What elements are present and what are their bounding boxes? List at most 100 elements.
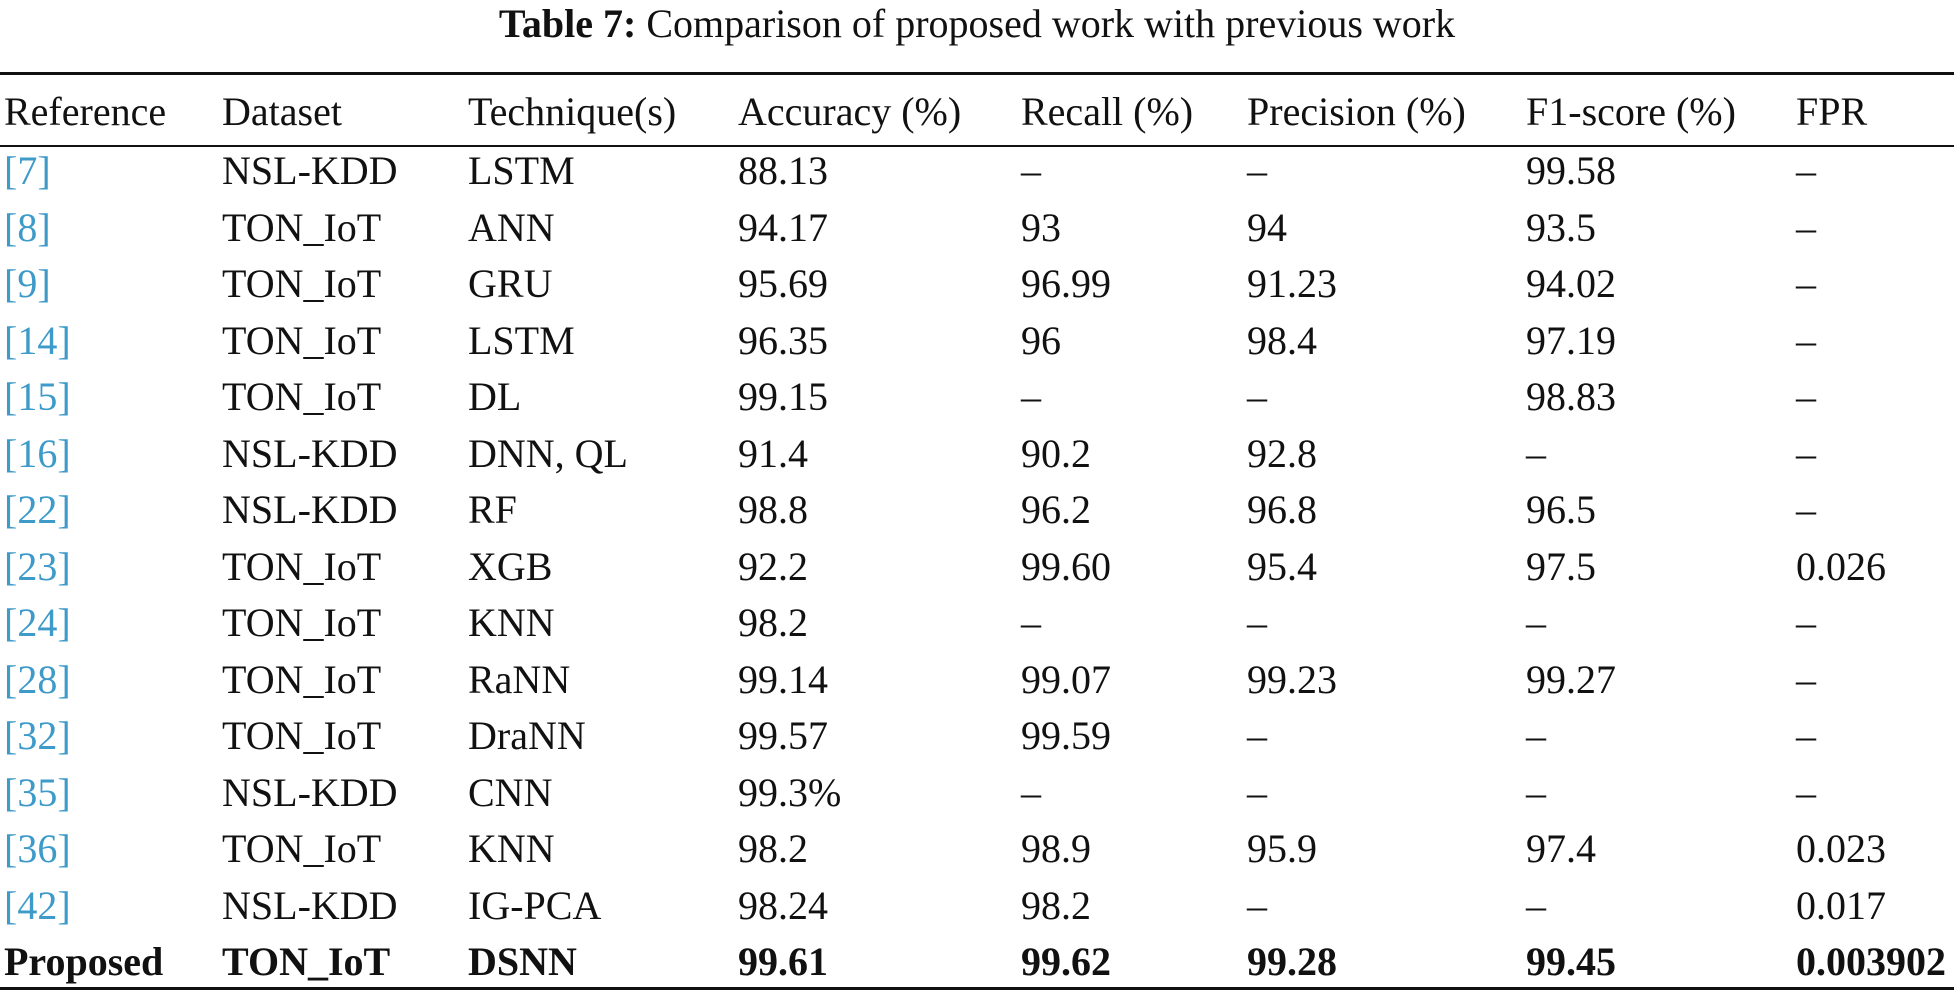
- f1-score-cell: –: [1526, 713, 1546, 758]
- technique-cell: IG-PCA: [468, 882, 602, 928]
- accuracy-cell: 98.2: [738, 600, 808, 645]
- fpr-cell: –: [1796, 713, 1816, 758]
- table-row: [35] NSL-KDD CNN 99.3% – – – –: [0, 765, 1954, 821]
- accuracy-cell: 98.8: [738, 487, 808, 532]
- precision-cell: –: [1247, 374, 1267, 419]
- table-bottom-rule: [0, 987, 1954, 990]
- recall-cell: 99.07: [1021, 656, 1111, 702]
- citation-link[interactable]: 32: [17, 713, 58, 758]
- bracket-open: [: [4, 374, 18, 419]
- table-row: [9] TON_IoT GRU 95.69 96.99 91.23 94.02 –: [0, 256, 1954, 312]
- accuracy-cell: 98.24: [738, 882, 828, 928]
- citation-link[interactable]: 8: [17, 204, 38, 250]
- bracket-open: [: [4, 543, 18, 589]
- recall-cell: 96: [1021, 317, 1061, 363]
- f1-score-cell: 98.83: [1526, 374, 1616, 419]
- reference-cell: [9]: [4, 256, 51, 312]
- recall-cell: 96.99: [1021, 261, 1111, 306]
- table-row: [14] TON_IoT LSTM 96.35 96 98.4 97.19 –: [0, 313, 1954, 369]
- f1-score-cell: –: [1526, 769, 1546, 815]
- recall-cell: –: [1021, 374, 1041, 419]
- dataset-cell: TON_IoT: [222, 317, 382, 363]
- accuracy-cell: 99.57: [738, 713, 828, 758]
- bracket-open: [: [4, 826, 18, 871]
- citation-link[interactable]: 28: [17, 656, 58, 702]
- table-row: [42] NSL-KDD IG-PCA 98.24 98.2 – – 0.017: [0, 878, 1954, 934]
- citation-link[interactable]: 22: [17, 487, 58, 532]
- precision-cell: 98.4: [1247, 317, 1317, 363]
- dataset-cell: TON_IoT: [222, 261, 382, 306]
- proposed-accuracy-cell: 99.61: [738, 939, 828, 984]
- dataset-cell: TON_IoT: [222, 656, 382, 702]
- recall-cell: 93: [1021, 204, 1061, 250]
- fpr-cell: 0.017: [1796, 882, 1886, 928]
- citation-link[interactable]: 23: [17, 543, 58, 589]
- technique-cell: GRU: [468, 261, 553, 306]
- precision-cell: 94: [1247, 204, 1287, 250]
- f1-score-cell: 94.02: [1526, 261, 1616, 306]
- precision-cell: –: [1247, 148, 1267, 193]
- bracket-open: [: [4, 487, 18, 532]
- table-header-rule: [0, 145, 1954, 147]
- reference-cell: [16]: [4, 426, 71, 482]
- header-recall: Recall (%): [1021, 89, 1194, 134]
- bracket-close: ]: [57, 317, 71, 363]
- citation-link[interactable]: 35: [17, 769, 58, 815]
- fpr-cell: –: [1796, 204, 1816, 250]
- technique-cell: ANN: [468, 204, 555, 250]
- citation-link[interactable]: 7: [17, 148, 38, 193]
- table-row: [36] TON_IoT KNN 98.2 98.9 95.9 97.4 0.023: [0, 821, 1954, 877]
- technique-cell: KNN: [468, 600, 555, 645]
- bracket-close: ]: [57, 543, 71, 589]
- caption-text: Comparison of proposed work with previou…: [646, 1, 1456, 46]
- technique-cell: RaNN: [468, 656, 571, 702]
- fpr-cell: –: [1796, 261, 1816, 306]
- proposed-recall-cell: 99.62: [1021, 939, 1111, 984]
- table-row: [24] TON_IoT KNN 98.2 – – – –: [0, 595, 1954, 651]
- precision-cell: 95.9: [1247, 826, 1317, 871]
- table-row: [28] TON_IoT RaNN 99.14 99.07 99.23 99.27 –: [0, 652, 1954, 708]
- dataset-cell: NSL-KDD: [222, 769, 398, 815]
- citation-link[interactable]: 36: [17, 826, 58, 871]
- table-row: [15] TON_IoT DL 99.15 – – 98.83 –: [0, 369, 1954, 425]
- proposed-precision-cell: 99.28: [1247, 939, 1337, 984]
- recall-cell: 98.2: [1021, 882, 1091, 928]
- fpr-cell: –: [1796, 430, 1816, 476]
- dataset-cell: NSL-KDD: [222, 487, 398, 532]
- f1-score-cell: 99.58: [1526, 148, 1616, 193]
- header-fpr: FPR: [1796, 89, 1868, 134]
- citation-link[interactable]: 14: [17, 317, 58, 363]
- f1-score-cell: 97.19: [1526, 317, 1616, 363]
- citation-link[interactable]: 42: [17, 882, 58, 928]
- f1-score-cell: 97.4: [1526, 826, 1596, 871]
- reference-cell: [36]: [4, 821, 71, 877]
- caption-label: Table 7:: [498, 1, 637, 46]
- header-precision: Precision (%): [1247, 89, 1466, 134]
- f1-score-cell: 96.5: [1526, 487, 1596, 532]
- fpr-cell: –: [1796, 600, 1816, 645]
- recall-cell: 99.60: [1021, 543, 1111, 589]
- accuracy-cell: 98.2: [738, 826, 808, 871]
- reference-cell: [7]: [4, 143, 51, 199]
- accuracy-cell: 96.35: [738, 317, 828, 363]
- bracket-close: ]: [57, 713, 71, 758]
- dataset-cell: NSL-KDD: [222, 148, 398, 193]
- precision-cell: –: [1247, 882, 1267, 928]
- accuracy-cell: 99.14: [738, 656, 828, 702]
- bracket-open: [: [4, 430, 18, 476]
- proposed-reference-cell: Proposed: [4, 939, 164, 984]
- citation-link[interactable]: 9: [17, 261, 38, 306]
- citation-link[interactable]: 15: [17, 374, 58, 419]
- dataset-cell: TON_IoT: [222, 204, 382, 250]
- f1-score-cell: –: [1526, 600, 1546, 645]
- fpr-cell: 0.026: [1796, 543, 1886, 589]
- technique-cell: DNN, QL: [468, 430, 628, 476]
- reference-cell: [8]: [4, 200, 51, 256]
- bracket-close: ]: [37, 204, 51, 250]
- table-row: [7] NSL-KDD LSTM 88.13 – – 99.58 –: [0, 143, 1954, 199]
- citation-link[interactable]: 24: [17, 600, 58, 645]
- recall-cell: –: [1021, 148, 1041, 193]
- citation-link[interactable]: 16: [17, 430, 58, 476]
- header-technique: Technique(s): [468, 89, 677, 134]
- dataset-cell: NSL-KDD: [222, 430, 398, 476]
